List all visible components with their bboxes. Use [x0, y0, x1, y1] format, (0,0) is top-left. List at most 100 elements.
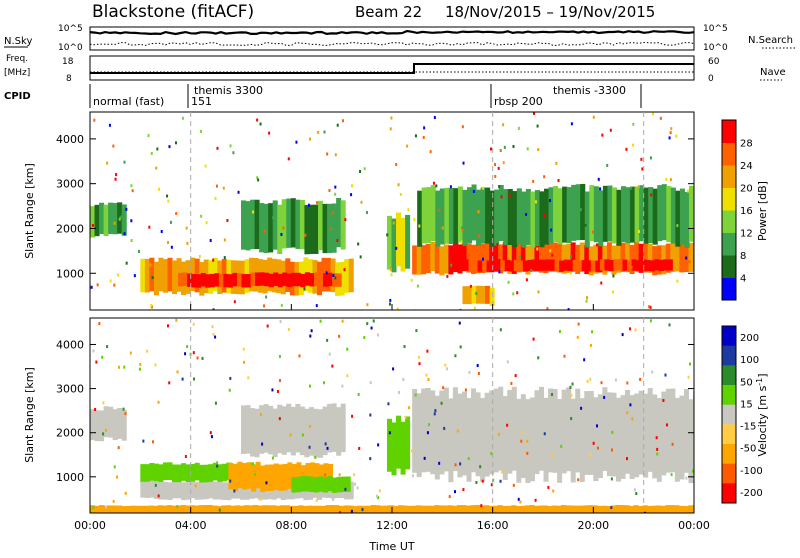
- heatmap-cell: [430, 241, 436, 272]
- heatmap-speckle: [586, 379, 589, 383]
- noise-right-tick-bottom: 10^0: [703, 43, 728, 53]
- heatmap-cell: [667, 259, 673, 271]
- colorbar-segment: [722, 142, 736, 166]
- velocity-colorbar-label: Velocity [m s-1]: [755, 373, 769, 456]
- heatmap-speckle: [648, 305, 651, 309]
- heatmap-speckle: [115, 173, 118, 177]
- heatmap-speckle: [378, 489, 381, 493]
- heatmap-speckle: [534, 498, 537, 502]
- heatmap-speckle: [369, 413, 372, 417]
- heatmap-cell: [228, 462, 234, 490]
- heatmap-speckle: [498, 270, 501, 274]
- heatmap-cell: [529, 242, 535, 272]
- cpid-row: CPID normal (fast) 151 themis 3300 rbsp …: [4, 84, 642, 108]
- heatmap-cell: [313, 272, 320, 286]
- heatmap-speckle: [450, 263, 453, 267]
- heatmap-cell: [520, 394, 526, 479]
- heatmap-cell: [502, 505, 508, 513]
- heatmap-cell: [278, 464, 284, 491]
- heatmap-cell: [634, 242, 640, 272]
- heatmap-speckle: [130, 184, 133, 188]
- heatmap-speckle: [158, 187, 161, 191]
- heatmap-speckle: [399, 192, 402, 196]
- heatmap-cell: [259, 272, 265, 286]
- colorbar-tick-label: 50: [740, 377, 753, 388]
- heatmap-speckle: [211, 492, 214, 496]
- heatmap-speckle: [341, 384, 344, 388]
- heatmap-cell: [540, 259, 547, 271]
- heatmap-speckle: [600, 381, 603, 385]
- heatmap-speckle: [512, 292, 515, 296]
- heatmap-speckle: [315, 498, 318, 502]
- heatmap-cell: [295, 476, 301, 493]
- heatmap-cell: [384, 505, 390, 513]
- heatmap-speckle: [309, 137, 312, 141]
- colorbar-segment: [722, 187, 736, 211]
- heatmap-speckle: [204, 164, 207, 168]
- heatmap-speckle: [425, 373, 428, 377]
- heatmap-speckle: [113, 283, 116, 287]
- heatmap-cell: [331, 403, 337, 452]
- heatmap-cell: [208, 464, 214, 482]
- heatmap-cell: [235, 480, 241, 499]
- heatmap-speckle: [426, 431, 429, 435]
- heatmap-speckle: [328, 188, 331, 192]
- heatmap-cell: [340, 403, 346, 453]
- heatmap-cell: [187, 273, 193, 287]
- heatmap-speckle: [105, 505, 108, 509]
- heatmap-speckle: [665, 177, 668, 181]
- heatmap-speckle: [351, 184, 354, 188]
- heatmap-cell: [290, 406, 296, 456]
- heatmap-cell: [468, 259, 474, 271]
- heatmap-cell: [629, 505, 635, 513]
- heatmap-cell: [246, 274, 252, 288]
- heatmap-speckle: [176, 370, 179, 374]
- heatmap-speckle: [632, 143, 635, 147]
- heatmap-cell: [323, 477, 329, 493]
- heatmap-cell: [322, 203, 328, 254]
- heatmap-cell: [634, 393, 640, 478]
- heatmap-cell: [461, 242, 467, 272]
- heatmap-cell: [244, 505, 250, 513]
- heatmap-speckle: [214, 196, 217, 200]
- heatmap-cell: [475, 392, 481, 477]
- heatmap-speckle: [549, 249, 552, 253]
- heatmap-cell: [425, 387, 431, 472]
- heatmap-speckle: [209, 431, 212, 435]
- heatmap-speckle: [396, 307, 399, 310]
- heatmap-cell: [144, 480, 150, 499]
- heatmap-speckle: [569, 271, 572, 275]
- heatmap-speckle: [261, 442, 264, 446]
- heatmap-cell: [489, 287, 495, 306]
- heatmap-speckle: [547, 485, 550, 489]
- heatmap-cell: [579, 398, 585, 483]
- heatmap-speckle: [442, 386, 445, 390]
- heatmap-cell: [241, 274, 247, 288]
- heatmap-speckle: [147, 134, 150, 138]
- heatmap-speckle: [359, 169, 362, 173]
- heatmap-speckle: [599, 187, 602, 191]
- heatmap-speckle: [499, 479, 502, 483]
- heatmap-cell: [268, 405, 274, 455]
- power-heatmap: [90, 112, 694, 310]
- heatmap-cell: [548, 388, 554, 473]
- heatmap-cell: [557, 398, 563, 483]
- heatmap-speckle: [157, 400, 160, 404]
- velocity-panel: 1000 2000 3000 4000 00:00 04:00 08:00 12:00 16:0…: [23, 317, 769, 532]
- heatmap-cell: [592, 505, 598, 513]
- heatmap-cell: [624, 505, 630, 513]
- heatmap-cell: [348, 505, 354, 513]
- heatmap-speckle: [454, 463, 457, 467]
- heatmap-cell: [250, 272, 256, 286]
- colorbar-tick-label: 28: [740, 139, 753, 150]
- heatmap-cell: [343, 505, 349, 513]
- heatmap-cell: [566, 243, 572, 273]
- heatmap-speckle: [443, 426, 446, 430]
- heatmap-speckle: [543, 432, 546, 436]
- heatmap-speckle: [139, 362, 142, 366]
- heatmap-cell: [421, 187, 427, 244]
- heatmap-speckle: [496, 242, 499, 246]
- heatmap-speckle: [651, 370, 654, 374]
- heatmap-cell: [232, 464, 238, 491]
- heatmap-speckle: [664, 373, 667, 377]
